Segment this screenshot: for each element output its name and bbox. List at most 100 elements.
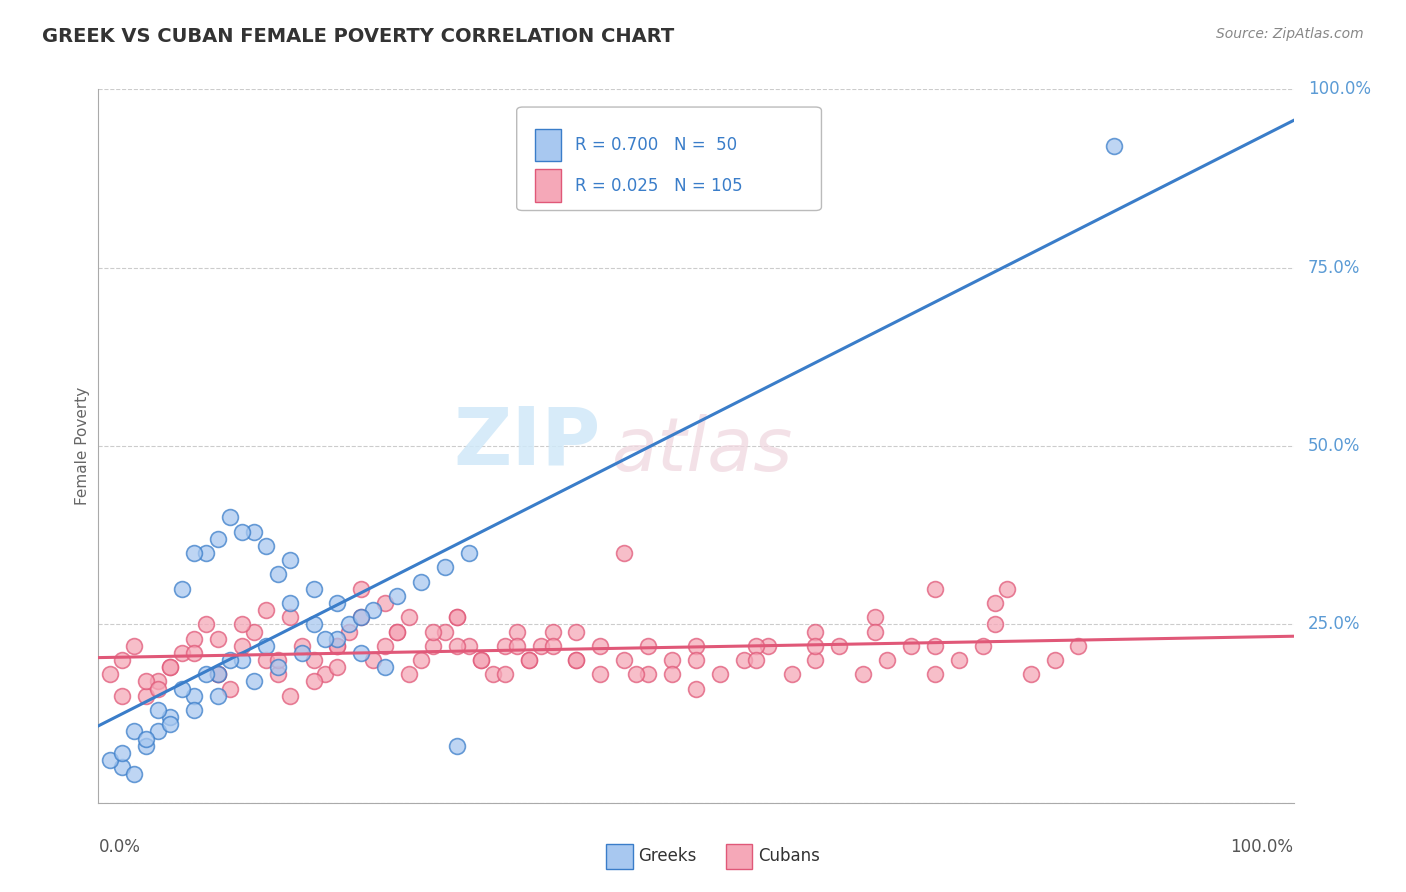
Point <box>385 624 409 639</box>
Y-axis label: Female Poverty: Female Poverty <box>75 387 90 505</box>
Point <box>780 667 803 681</box>
Point <box>148 724 170 739</box>
Point <box>302 582 325 596</box>
Point <box>756 639 779 653</box>
Point <box>111 689 134 703</box>
Point <box>804 624 827 639</box>
Bar <box>534 128 561 161</box>
Point <box>350 610 373 624</box>
Point <box>733 653 755 667</box>
Point <box>745 639 768 653</box>
Point <box>326 660 349 674</box>
Point <box>446 610 468 624</box>
Point <box>111 760 134 774</box>
Point <box>172 681 194 696</box>
Point <box>159 660 181 674</box>
Point <box>219 653 242 667</box>
Point <box>506 624 529 639</box>
Point <box>589 667 612 681</box>
Point <box>865 610 887 624</box>
Point <box>124 724 146 739</box>
Text: Source: ZipAtlas.com: Source: ZipAtlas.com <box>1216 27 1364 41</box>
Point <box>984 596 1007 610</box>
Point <box>350 582 373 596</box>
Text: GREEK VS CUBAN FEMALE POVERTY CORRELATION CHART: GREEK VS CUBAN FEMALE POVERTY CORRELATIO… <box>42 27 675 45</box>
Point <box>411 574 433 589</box>
Point <box>172 582 194 596</box>
Point <box>494 667 516 681</box>
Bar <box>725 844 752 869</box>
Point <box>374 660 396 674</box>
Point <box>541 624 564 639</box>
Point <box>278 610 301 624</box>
Point <box>243 624 266 639</box>
Point <box>517 653 540 667</box>
Point <box>350 610 373 624</box>
Point <box>385 624 409 639</box>
Point <box>183 703 205 717</box>
Point <box>291 639 314 653</box>
FancyBboxPatch shape <box>517 107 821 211</box>
Point <box>828 639 851 653</box>
Point <box>254 539 277 553</box>
Point <box>446 739 468 753</box>
Point <box>1067 639 1090 653</box>
Point <box>398 667 420 681</box>
Text: Greeks: Greeks <box>638 847 697 865</box>
Point <box>446 610 468 624</box>
Point <box>183 646 205 660</box>
Point <box>231 617 253 632</box>
Text: Cubans: Cubans <box>758 847 820 865</box>
Point <box>326 639 349 653</box>
Point <box>804 653 827 667</box>
Point <box>995 582 1018 596</box>
Point <box>517 653 540 667</box>
Point <box>434 624 457 639</box>
Point <box>207 532 229 546</box>
Text: R = 0.025   N = 105: R = 0.025 N = 105 <box>575 177 742 194</box>
Point <box>124 767 146 781</box>
Point <box>135 689 157 703</box>
Point <box>422 639 444 653</box>
Point <box>470 653 492 667</box>
Point <box>207 689 229 703</box>
Point <box>267 667 290 681</box>
Text: R = 0.700   N =  50: R = 0.700 N = 50 <box>575 136 737 153</box>
Point <box>243 524 266 539</box>
Point <box>865 624 887 639</box>
Point <box>111 746 134 760</box>
Bar <box>606 844 633 869</box>
Point <box>984 617 1007 632</box>
Text: 100.0%: 100.0% <box>1230 838 1294 856</box>
Point <box>183 689 205 703</box>
Point <box>183 632 205 646</box>
Point <box>685 681 707 696</box>
Point <box>302 674 325 689</box>
Point <box>470 653 492 667</box>
Point <box>411 653 433 667</box>
Point <box>159 710 181 724</box>
Point <box>661 653 683 667</box>
Point <box>709 667 731 681</box>
Point <box>1019 667 1042 681</box>
Point <box>530 639 553 653</box>
Point <box>148 674 170 689</box>
Point <box>278 596 301 610</box>
Point <box>637 639 659 653</box>
Point <box>924 582 946 596</box>
Point <box>195 617 218 632</box>
Point <box>661 667 683 681</box>
Point <box>924 667 946 681</box>
Point <box>278 553 301 567</box>
Point <box>195 546 218 560</box>
Point <box>1104 139 1126 153</box>
Text: 100.0%: 100.0% <box>1308 80 1371 98</box>
Point <box>267 567 290 582</box>
Point <box>135 739 157 753</box>
Point <box>745 653 768 667</box>
Point <box>565 653 588 667</box>
Text: atlas: atlas <box>613 414 794 485</box>
Point <box>900 639 922 653</box>
Point <box>434 560 457 574</box>
Point <box>458 546 481 560</box>
